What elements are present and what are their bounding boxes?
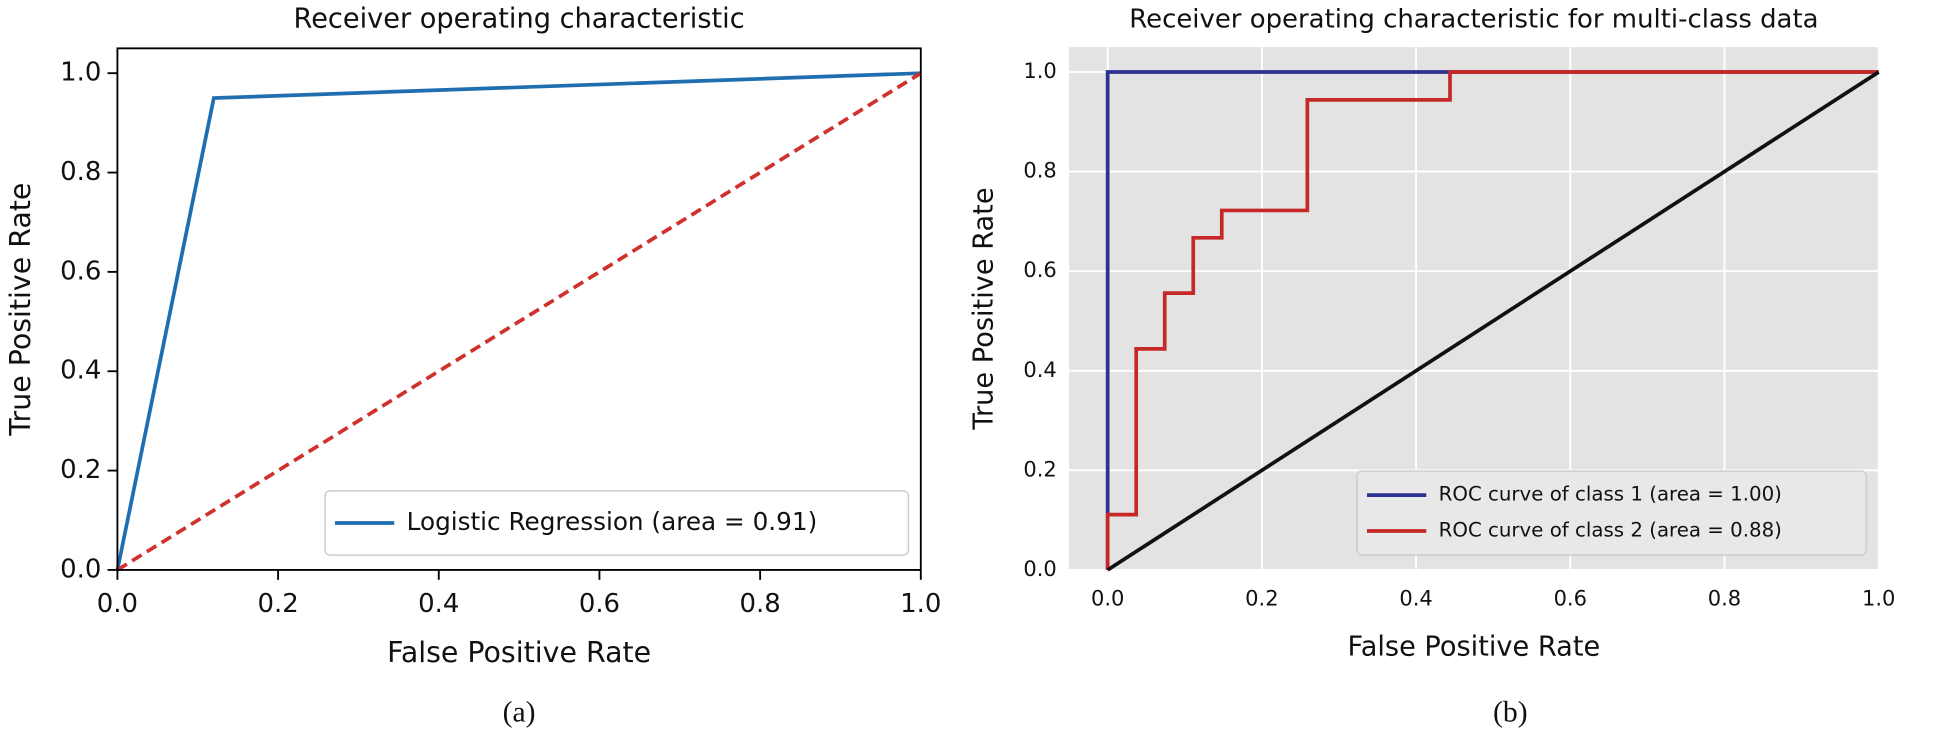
x-tick-label: 0.8 xyxy=(1708,586,1741,611)
legend-box xyxy=(1356,470,1868,556)
y-tick-label: 0.0 xyxy=(60,554,101,584)
y-tick-label: 1.0 xyxy=(1023,58,1056,83)
caption: (b) xyxy=(1493,696,1528,728)
x-axis-label: False Positive Rate xyxy=(387,636,651,669)
x-tick-label: 0.0 xyxy=(97,589,138,619)
y-tick-label: 0.8 xyxy=(60,157,101,187)
roc-line xyxy=(1105,70,1879,570)
x-tick-label: 0.6 xyxy=(579,589,620,619)
legend-label: Logistic Regression (area = 0.91) xyxy=(407,507,818,536)
y-tick-label: 1.0 xyxy=(60,58,101,88)
roc-line xyxy=(115,71,921,571)
chart-title: Receiver operating characteristic xyxy=(294,3,745,34)
roc-line xyxy=(1106,70,1880,572)
x-axis-label: False Positive Rate xyxy=(1348,631,1601,662)
y-axis-label: True Positive Rate xyxy=(969,187,1000,430)
y-tick-label: 0.6 xyxy=(60,256,101,286)
legend-box xyxy=(324,490,910,556)
y-axis-label: True Positive Rate xyxy=(4,183,37,437)
x-tick-label: 1.0 xyxy=(1862,586,1895,611)
x-tick-label: 0.2 xyxy=(257,589,298,619)
y-tick-label: 0.2 xyxy=(60,455,101,485)
y-tick-label: 0.8 xyxy=(1023,158,1056,183)
legend-label: ROC curve of class 1 (area = 1.00) xyxy=(1439,483,1782,506)
y-tick-label: 0.0 xyxy=(1023,556,1056,581)
x-tick-label: 0.8 xyxy=(739,589,780,619)
x-tick-label: 0.4 xyxy=(1399,586,1432,611)
x-tick-label: 0.0 xyxy=(1091,586,1124,611)
x-tick-label: 1.0 xyxy=(900,589,941,619)
plot-frame xyxy=(116,47,922,571)
x-tick-label: 0.4 xyxy=(418,589,459,619)
legend-label: ROC curve of class 2 (area = 0.88) xyxy=(1439,519,1782,542)
plot-area xyxy=(117,48,921,570)
y-tick-label: 0.2 xyxy=(1023,456,1056,481)
roc-line xyxy=(116,71,922,572)
y-tick-label: 0.4 xyxy=(1023,357,1056,382)
x-tick-label: 0.6 xyxy=(1554,586,1587,611)
caption: (a) xyxy=(503,696,536,728)
y-tick-label: 0.4 xyxy=(60,356,101,386)
y-tick-label: 0.6 xyxy=(1023,257,1056,282)
chart-title: Receiver operating characteristic for mu… xyxy=(1129,4,1818,34)
x-tick-label: 0.2 xyxy=(1245,586,1278,611)
